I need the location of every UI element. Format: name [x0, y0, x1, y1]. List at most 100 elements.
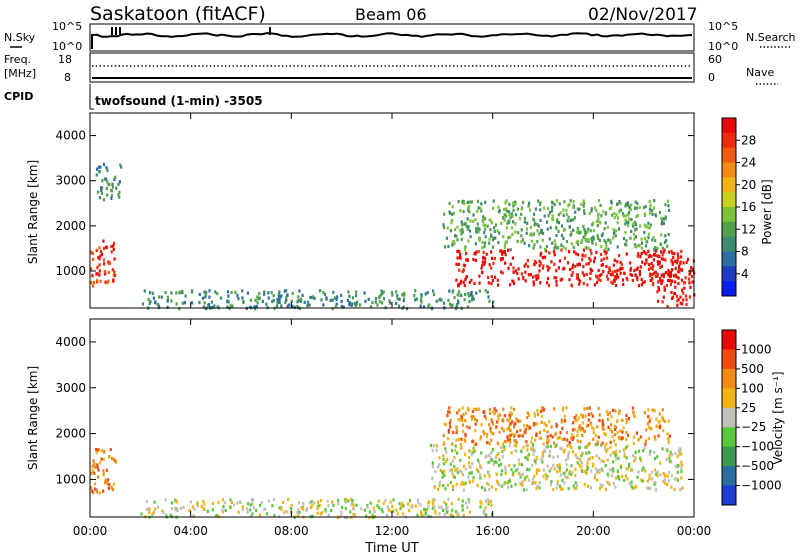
heatmap-cell — [593, 237, 596, 241]
heatmap-cell — [181, 289, 184, 293]
colorbar-swatch — [722, 281, 736, 297]
heatmap-cell — [678, 264, 681, 268]
heatmap-cell — [569, 444, 572, 448]
heatmap-cell — [471, 409, 474, 414]
heatmap-cell — [510, 451, 513, 455]
heatmap-cell — [617, 477, 621, 481]
heatmap-cell — [490, 275, 493, 279]
heatmap-cell — [380, 508, 383, 512]
heatmap-cell — [668, 471, 671, 475]
heatmap-cell — [591, 414, 594, 418]
heatmap-cell — [300, 297, 303, 301]
heatmap-cell — [514, 421, 517, 425]
heatmap-cell — [584, 445, 587, 449]
heatmap-cell — [594, 434, 598, 438]
heatmap-cell — [447, 298, 450, 303]
heatmap-cell — [463, 264, 466, 268]
heatmap-cell — [603, 432, 606, 436]
heatmap-cell — [478, 289, 481, 293]
heatmap-cell — [599, 483, 602, 487]
heatmap-cell — [539, 218, 542, 222]
heatmap-cell — [568, 250, 571, 254]
heatmap-cell — [550, 425, 553, 429]
heatmap-cell — [507, 266, 510, 270]
heatmap-cell — [477, 250, 480, 254]
heatmap-cell — [656, 299, 660, 303]
heatmap-cell — [178, 307, 181, 311]
heatmap-cell — [564, 474, 567, 478]
heatmap-cell — [549, 444, 552, 448]
heatmap-cell — [490, 503, 493, 507]
heatmap-cell — [258, 513, 261, 517]
heatmap-cell — [521, 238, 524, 242]
heatmap-cell — [319, 289, 322, 293]
heatmap-cell — [555, 226, 558, 230]
heatmap-cell — [115, 186, 118, 190]
heatmap-cell — [483, 216, 486, 220]
heatmap-cell — [371, 300, 374, 304]
heatmap-cell — [112, 247, 115, 252]
heatmap-cell — [552, 455, 555, 459]
heatmap-cell — [238, 500, 241, 504]
heatmap-cell — [445, 450, 448, 454]
heatmap-cell — [649, 266, 652, 270]
heatmap-cell — [457, 497, 460, 501]
heatmap-cell — [604, 433, 607, 437]
heatmap-cell — [621, 436, 624, 440]
heatmap-cell — [537, 276, 540, 280]
heatmap-cell — [611, 281, 614, 285]
heatmap-cell — [402, 293, 406, 297]
heatmap-cell — [603, 444, 607, 448]
heatmap-cell — [456, 451, 459, 455]
heatmap-cell — [191, 505, 194, 509]
heatmap-cell — [184, 294, 187, 298]
heatmap-cell — [653, 248, 656, 252]
heatmap-cell — [151, 513, 154, 517]
heatmap-cell — [414, 289, 417, 293]
heatmap-cell — [597, 219, 600, 223]
heatmap-cell — [461, 227, 464, 231]
heatmap-cell — [547, 268, 550, 272]
colorbar-swatch — [722, 132, 736, 149]
heatmap-cell — [271, 299, 274, 304]
heatmap-cell — [352, 512, 355, 517]
heatmap-cell — [599, 252, 603, 257]
heatmap-cell — [561, 487, 564, 491]
heatmap-cell — [538, 468, 541, 472]
heatmap-cell — [252, 506, 256, 510]
colorbar-swatch — [722, 330, 736, 350]
heatmap-cell — [624, 474, 628, 478]
heatmap-cell — [544, 247, 547, 252]
heatmap-cell — [255, 304, 258, 309]
heatmap-cell — [99, 279, 102, 283]
heatmap-cell — [174, 498, 177, 503]
heatmap-cell — [595, 274, 598, 278]
heatmap-cell — [578, 458, 581, 462]
heatmap-cell — [342, 305, 345, 309]
heatmap-cell — [514, 269, 518, 273]
heatmap-cell — [542, 408, 546, 412]
heatmap-cell — [442, 462, 446, 466]
heatmap-cell — [626, 203, 630, 207]
heatmap-cell — [508, 463, 511, 468]
heatmap-cell — [487, 483, 490, 487]
heatmap-cell — [437, 487, 440, 491]
heatmap-cell — [461, 508, 464, 512]
heatmap-cell — [596, 442, 599, 446]
heatmap-cell — [402, 504, 405, 508]
heatmap-cell — [112, 244, 115, 248]
heatmap-cell — [563, 200, 566, 204]
heatmap-cell — [668, 460, 672, 464]
heatmap-cell — [651, 238, 654, 242]
heatmap-cell — [586, 468, 589, 472]
heatmap-cell — [546, 445, 549, 449]
heatmap-cell — [572, 421, 575, 425]
heatmap-cell — [495, 454, 498, 458]
heatmap-cell — [526, 444, 529, 448]
heatmap-cell — [106, 168, 109, 172]
heatmap-cell — [535, 487, 538, 491]
heatmap-cell — [455, 262, 458, 266]
heatmap-cell — [604, 487, 607, 491]
heatmap-cell — [468, 510, 471, 514]
heatmap-cell — [104, 245, 108, 249]
